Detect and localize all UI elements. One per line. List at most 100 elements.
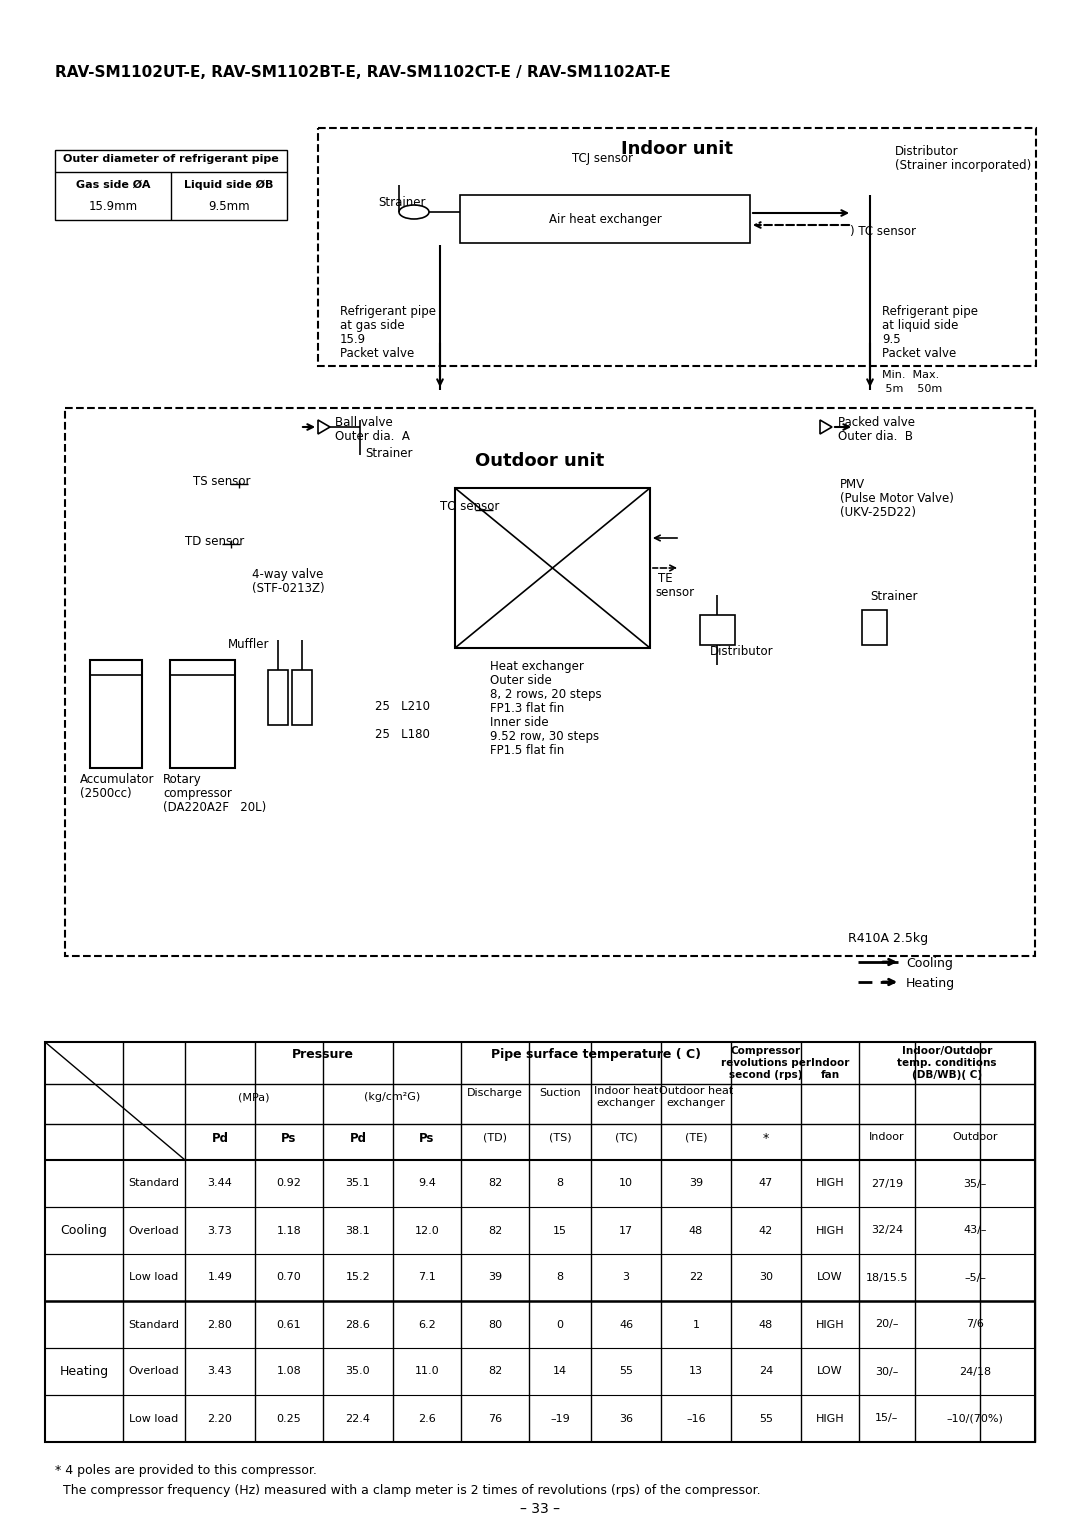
Text: * 4 poles are provided to this compressor.: * 4 poles are provided to this compresso… [55,1464,316,1478]
Text: 25   L180: 25 L180 [375,727,437,741]
Bar [45,1042,1035,1443]
Text: 1.49: 1.49 [207,1272,232,1283]
Text: Indoor unit: Indoor unit [621,140,733,159]
Text: 82: 82 [488,1179,502,1188]
Text: 2.80: 2.80 [207,1319,232,1330]
Text: TS sensor: TS sensor [193,474,251,488]
Text: Indoor: Indoor [869,1132,905,1142]
Text: R410A 2.5kg: R410A 2.5kg [848,932,928,946]
Bar [455,488,650,648]
Text: 48: 48 [759,1319,773,1330]
Text: PMV: PMV [840,477,865,491]
Text: 10: 10 [619,1179,633,1188]
Text: 9.5mm: 9.5mm [208,200,249,214]
Text: Min.  Max.: Min. Max. [882,371,940,380]
Text: 15: 15 [553,1226,567,1235]
Text: Outdoor heat: Outdoor heat [659,1086,733,1096]
Text: (TD): (TD) [483,1132,507,1142]
Text: Low load: Low load [130,1272,178,1283]
Bar [460,195,750,242]
Text: 22: 22 [689,1272,703,1283]
Text: 35.0: 35.0 [346,1366,370,1377]
Text: – 33 –: – 33 – [519,1502,561,1516]
Text: Inner side: Inner side [490,717,549,729]
Text: Discharge: Discharge [467,1087,523,1098]
Text: 0.70: 0.70 [276,1272,301,1283]
Text: 82: 82 [488,1366,502,1377]
Bar [862,610,887,645]
Text: exchanger: exchanger [596,1098,656,1109]
Text: RAV-SM1102UT-E, RAV-SM1102BT-E, RAV-SM1102CT-E / RAV-SM1102AT-E: RAV-SM1102UT-E, RAV-SM1102BT-E, RAV-SM11… [55,66,671,79]
Bar [65,409,1035,956]
Text: Muffler: Muffler [228,637,270,651]
Text: 1: 1 [692,1319,700,1330]
Text: 3.44: 3.44 [207,1179,232,1188]
Text: 3.73: 3.73 [207,1226,232,1235]
Text: Cooling: Cooling [906,958,953,970]
Text: –19: –19 [550,1414,570,1423]
Text: Packed valve: Packed valve [838,416,915,429]
Text: fan: fan [821,1071,839,1080]
Text: FP1.5 flat fin: FP1.5 flat fin [490,744,564,756]
Text: Pressure: Pressure [292,1048,354,1061]
Text: 55: 55 [759,1414,773,1423]
Text: –16: –16 [686,1414,706,1423]
Text: 7.1: 7.1 [418,1272,436,1283]
Text: Cooling: Cooling [60,1225,107,1237]
Text: 12.0: 12.0 [415,1226,440,1235]
Text: 6.2: 6.2 [418,1319,436,1330]
Text: TCJ sensor: TCJ sensor [572,152,633,165]
Text: 22.4: 22.4 [346,1414,370,1423]
Text: Overload: Overload [129,1226,179,1235]
Text: Low load: Low load [130,1414,178,1423]
Text: (DA220A2F   20L): (DA220A2F 20L) [163,801,267,814]
Text: Packet valve: Packet valve [340,348,415,360]
Text: exchanger: exchanger [666,1098,726,1109]
Text: 35.1: 35.1 [346,1179,370,1188]
Text: Pipe surface temperature ( C): Pipe surface temperature ( C) [491,1048,701,1061]
Text: revolutions per: revolutions per [721,1058,811,1068]
Text: 5m    50m: 5m 50m [882,384,942,393]
Bar [318,128,1036,366]
Text: 76: 76 [488,1414,502,1423]
Text: 9.4: 9.4 [418,1179,436,1188]
Text: Outdoor: Outdoor [953,1132,998,1142]
Text: Outer side: Outer side [490,674,552,686]
Text: at liquid side: at liquid side [882,319,958,332]
Text: (DB/WB)( C): (DB/WB)( C) [912,1071,982,1080]
Bar [700,615,735,645]
Bar [55,149,287,220]
Text: 18/15.5: 18/15.5 [866,1272,908,1283]
Text: Heating: Heating [59,1365,109,1379]
Text: 24: 24 [759,1366,773,1377]
Text: second (rps): second (rps) [729,1071,802,1080]
Text: 3: 3 [622,1272,630,1283]
Text: 8: 8 [556,1272,564,1283]
Text: Refrigerant pipe: Refrigerant pipe [882,305,978,319]
Text: Outer dia.  A: Outer dia. A [335,430,410,442]
Text: 38.1: 38.1 [346,1226,370,1235]
Text: The compressor frequency (Hz) measured with a clamp meter is 2 times of revoluti: The compressor frequency (Hz) measured w… [55,1484,760,1498]
Text: Outer dia.  B: Outer dia. B [838,430,913,442]
Text: LOW: LOW [818,1272,842,1283]
Text: Indoor: Indoor [811,1058,849,1068]
Text: 28.6: 28.6 [346,1319,370,1330]
Text: Heating: Heating [906,978,955,990]
Text: 46: 46 [619,1319,633,1330]
Text: 30/–: 30/– [875,1366,899,1377]
Text: 8: 8 [556,1179,564,1188]
Text: (2500cc): (2500cc) [80,787,132,801]
Text: 9.5: 9.5 [882,332,901,346]
Text: Accumulator: Accumulator [80,773,154,785]
Text: Heat exchanger: Heat exchanger [490,660,584,673]
Text: TE: TE [658,572,673,586]
Text: HIGH: HIGH [815,1226,845,1235]
Text: 11.0: 11.0 [415,1366,440,1377]
Text: Pd: Pd [350,1132,366,1145]
Bar [90,660,141,769]
Text: HIGH: HIGH [815,1319,845,1330]
Text: Standard: Standard [129,1319,179,1330]
Text: LOW: LOW [818,1366,842,1377]
Text: 20/–: 20/– [875,1319,899,1330]
Text: FP1.3 flat fin: FP1.3 flat fin [490,702,564,715]
